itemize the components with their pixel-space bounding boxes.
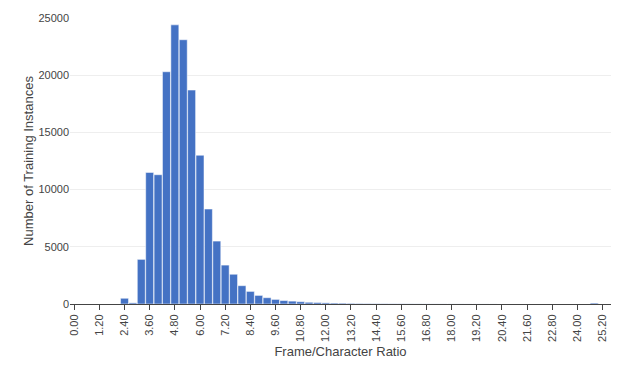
svg-text:15000: 15000 — [38, 126, 69, 138]
svg-text:19.20: 19.20 — [470, 314, 482, 342]
svg-text:5000: 5000 — [45, 241, 69, 253]
svg-text:13.20: 13.20 — [345, 314, 357, 342]
svg-text:15.60: 15.60 — [395, 314, 407, 342]
svg-text:0: 0 — [63, 298, 69, 310]
svg-text:10.80: 10.80 — [294, 314, 306, 342]
svg-text:14.40: 14.40 — [370, 314, 382, 342]
svg-text:4.80: 4.80 — [168, 314, 180, 335]
svg-text:12.00: 12.00 — [319, 314, 331, 342]
svg-text:1.20: 1.20 — [93, 314, 105, 335]
svg-text:7.20: 7.20 — [219, 314, 231, 335]
svg-text:6.00: 6.00 — [194, 314, 206, 335]
svg-text:16.80: 16.80 — [420, 314, 432, 342]
svg-text:21.60: 21.60 — [521, 314, 533, 342]
svg-text:Number of Training Instances: Number of Training Instances — [21, 76, 36, 246]
svg-text:20.40: 20.40 — [496, 314, 508, 342]
svg-text:25.20: 25.20 — [596, 314, 608, 342]
svg-text:8.40: 8.40 — [244, 314, 256, 335]
svg-text:18.00: 18.00 — [445, 314, 457, 342]
svg-text:20000: 20000 — [38, 69, 69, 81]
svg-text:10000: 10000 — [38, 183, 69, 195]
svg-text:25000: 25000 — [38, 12, 69, 24]
svg-text:22.80: 22.80 — [546, 314, 558, 342]
svg-text:9.60: 9.60 — [269, 314, 281, 335]
svg-text:Frame/Character Ratio: Frame/Character Ratio — [274, 344, 406, 359]
svg-text:2.40: 2.40 — [118, 314, 130, 335]
svg-text:0.00: 0.00 — [68, 314, 80, 335]
svg-text:24.00: 24.00 — [571, 314, 583, 342]
svg-text:3.60: 3.60 — [143, 314, 155, 335]
